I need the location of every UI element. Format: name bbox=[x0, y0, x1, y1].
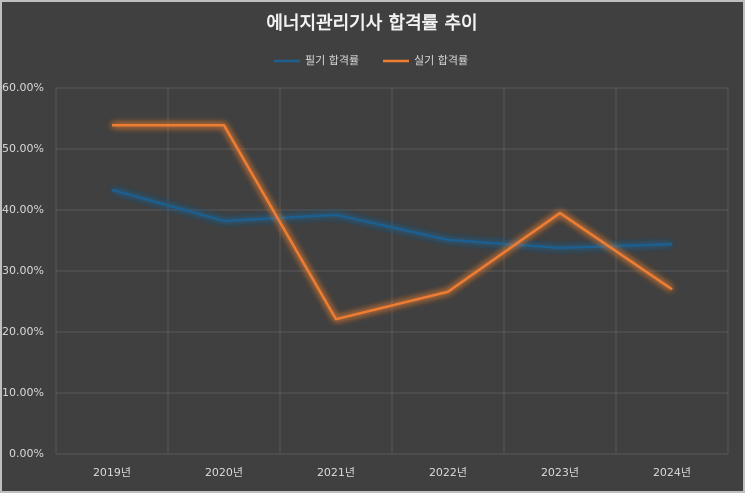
y-tick-label: 10.00% bbox=[2, 386, 44, 399]
x-tick-label: 2020년 bbox=[205, 466, 243, 479]
series-line bbox=[112, 123, 673, 321]
y-tick-label: 0.00% bbox=[9, 447, 44, 460]
y-tick-label: 50.00% bbox=[2, 142, 44, 155]
x-tick-label: 2021년 bbox=[317, 466, 355, 479]
y-tick-label: 20.00% bbox=[2, 325, 44, 338]
x-tick-label: 2019년 bbox=[93, 466, 131, 479]
legend-label: 실기 합격률 bbox=[414, 54, 468, 67]
x-tick-label: 2024년 bbox=[653, 466, 691, 479]
x-tick-label: 2023년 bbox=[541, 466, 579, 479]
y-tick-label: 60.00% bbox=[2, 81, 44, 94]
y-tick-label: 30.00% bbox=[2, 264, 44, 277]
series-line bbox=[111, 188, 673, 250]
y-tick-label: 40.00% bbox=[2, 203, 44, 216]
chart-title: 에너지관리기사 합격률 추이 bbox=[266, 12, 477, 34]
legend-label: 필기 합격률 bbox=[305, 54, 359, 67]
x-tick-label: 2022년 bbox=[429, 466, 467, 479]
